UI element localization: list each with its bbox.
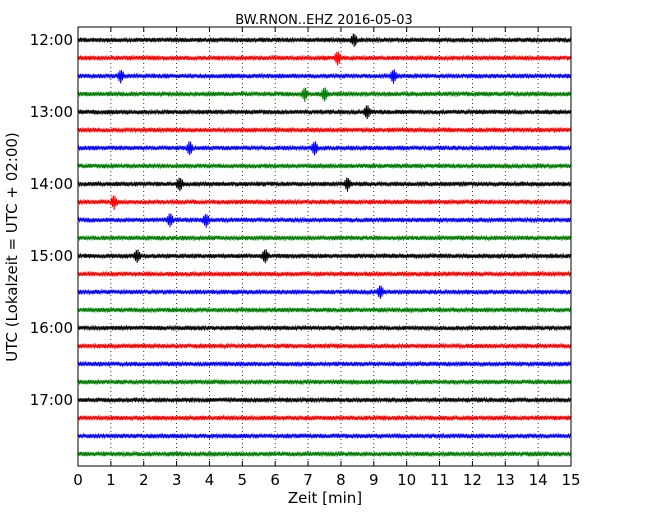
x-tick-label: 8 [336,471,346,489]
trace-line [77,105,572,120]
trace-line [77,177,572,192]
chart-title: BW.RNON..EHZ 2016-05-03 [235,13,413,28]
trace-line [77,162,572,170]
trace-line [77,249,572,264]
trace-line [77,378,572,386]
trace-line [77,396,572,404]
trace-line [77,141,572,156]
trace-line [77,126,572,134]
x-tick-label: 15 [561,471,580,489]
trace-line [77,285,572,299]
y-tick-label: 15:00 [30,247,73,265]
x-tick-label: 9 [369,471,379,489]
x-tick-label: 7 [303,471,313,489]
trace-line [77,342,572,350]
x-tick-label: 14 [529,471,548,489]
x-tick-label: 13 [496,471,515,489]
trace-line [77,324,572,332]
trace-line [77,234,572,242]
x-tick-label: 4 [205,471,215,489]
trace-line [77,33,572,47]
y-tick-label: 12:00 [30,31,73,49]
trace-line [77,360,572,368]
trace-line [77,69,572,84]
trace-line [77,432,572,440]
trace-group [77,33,572,458]
x-tick-label: 2 [139,471,149,489]
x-tick-label: 12 [463,471,482,489]
y-axis: 12:00 13:00 14:00 15:00 16:00 17:00 [30,31,571,409]
trace-line [77,51,572,66]
x-axis: 0 1 2 3 4 5 6 7 8 9 10 11 12 13 14 15 [73,27,581,489]
y-tick-label: 17:00 [30,391,73,409]
plot-frame [77,26,572,467]
trace-line [77,414,572,422]
trace-line [77,306,572,314]
trace-line [77,270,572,278]
x-tick-label: 0 [73,471,83,489]
trace-line [77,87,572,102]
x-tick-label: 1 [106,471,116,489]
trace-line [77,450,572,458]
trace-line [77,213,572,228]
y-axis-label: UTC (Lokalzeit = UTC + 02:00) [3,132,21,362]
x-tick-label: 6 [270,471,280,489]
x-tick-label: 5 [238,471,248,489]
x-tick-label: 3 [172,471,182,489]
x-tick-label: 10 [397,471,416,489]
trace-line [77,195,572,210]
y-tick-label: 16:00 [30,319,73,337]
x-axis-label: Zeit [min] [288,489,362,507]
y-tick-label: 14:00 [30,175,73,193]
x-tick-label: 11 [430,471,449,489]
y-tick-label: 13:00 [30,103,73,121]
